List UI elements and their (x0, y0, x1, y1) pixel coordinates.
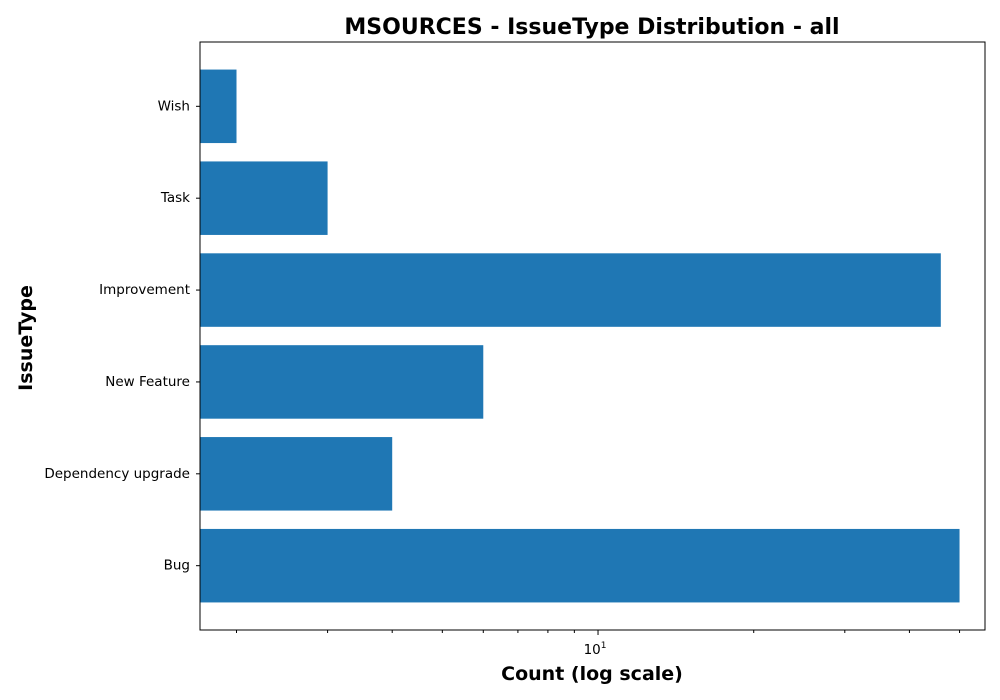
bar-improvement (200, 253, 941, 327)
x-axis-ticks: 101 (236, 630, 961, 658)
y-axis-label: IssueType (15, 285, 37, 391)
bar-wish (200, 69, 237, 144)
x-tick-label-10: 101 (584, 641, 607, 658)
y-tick-label-new-feature: New Feature (105, 374, 190, 390)
plot-frame (199, 41, 986, 631)
x-axis-label: Count (log scale) (501, 663, 683, 685)
bar-task (200, 161, 328, 235)
bar-dependency-upgrade (200, 437, 393, 511)
y-tick-label-bug: Bug (164, 558, 190, 574)
chart-title: MSOURCES - IssueType Distribution - all (344, 15, 839, 40)
y-tick-label-task: Task (160, 190, 190, 206)
bar-bug (200, 528, 960, 603)
y-tick-label-wish: Wish (158, 98, 190, 114)
y-axis-ticks: Bug Dependency upgrade New Feature Improvem… (44, 98, 200, 574)
y-tick-label-dependency-upgrade: Dependency upgrade (44, 466, 190, 482)
bar-new-feature (200, 345, 484, 419)
bars-group (200, 69, 960, 603)
y-tick-label-improvement: Improvement (99, 282, 190, 298)
